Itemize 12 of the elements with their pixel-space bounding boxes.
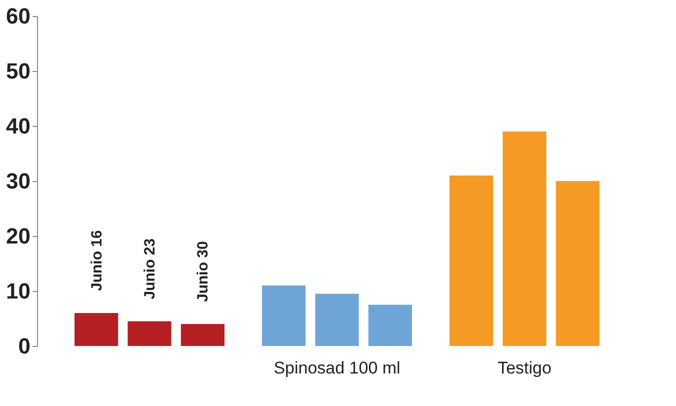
- x-tick-label: Spinosad 100 ml: [274, 358, 400, 378]
- text: Junio 16: [88, 230, 106, 291]
- y-tick-label: 0: [18, 334, 30, 358]
- y-tick-label: 60: [6, 4, 30, 28]
- y-tick-label: 40: [6, 114, 30, 138]
- text: Junio 30: [194, 241, 212, 302]
- text: Junio 23: [142, 238, 158, 300]
- y-tick-label: 20: [6, 224, 30, 248]
- y-tick-label: 10: [6, 278, 30, 304]
- y-tick-label: 50: [6, 58, 30, 84]
- x-tick-label: Testigo: [498, 358, 552, 378]
- y-tick-label: 30: [6, 168, 30, 194]
